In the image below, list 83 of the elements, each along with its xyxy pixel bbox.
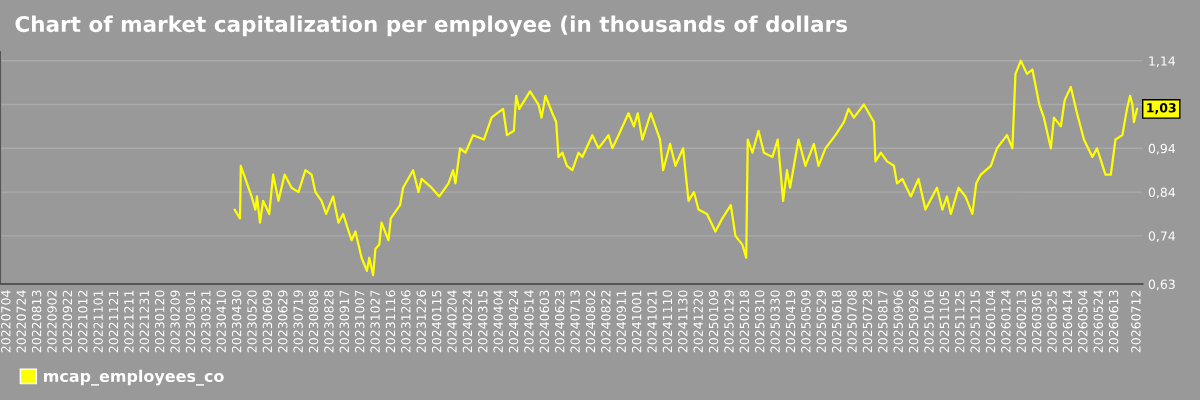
x-tick-label: 20240603: [539, 290, 550, 353]
x-tick-label: 20251215: [970, 290, 980, 353]
line-series: [233, 59, 1139, 277]
x-tick-label: 20260305: [1031, 290, 1042, 353]
x-tick-label: 20250419: [785, 290, 796, 353]
x-tick-label: 20251125: [955, 290, 965, 353]
x-tick-label: 20260213: [1016, 290, 1027, 353]
x-tick-label: 20220724: [16, 290, 26, 353]
x-tick-label: 20250529: [816, 290, 826, 353]
x-tick-label: 20250618: [831, 290, 842, 353]
x-tick-label: 20220922: [62, 290, 73, 353]
x-tick-label: 20220813: [31, 290, 42, 353]
x-tick-label: 20241001: [631, 290, 642, 353]
x-tick-label: 20230609: [262, 290, 273, 353]
x-tick-label: 20240404: [493, 290, 503, 353]
x-tick-label: 20260104: [985, 290, 996, 353]
x-tick-label: 20240115: [431, 290, 442, 353]
x-tick-label: 20240204: [447, 290, 457, 353]
x-tick-label: 20241110: [662, 290, 673, 353]
x-tick-label: 20240822: [601, 290, 611, 353]
x-tick-label: 20240623: [554, 290, 565, 353]
x-tick-label: 20241220: [693, 290, 703, 353]
x-tick-label: 20260524: [1093, 290, 1103, 353]
x-tick-label: 20240315: [478, 290, 488, 353]
y-tick-label: 0,74: [1148, 231, 1176, 243]
x-tick-label: 20231116: [385, 290, 396, 353]
x-tick-label: 20230209: [170, 290, 180, 353]
x-tick-label: 20230719: [293, 290, 303, 353]
x-tick-label: 20250817: [878, 290, 888, 353]
x-tick-label: 20241130: [678, 290, 688, 353]
x-tick-label: 20230808: [308, 290, 319, 353]
x-tick-label: 20230301: [185, 290, 196, 353]
x-tick-label: 20260504: [1078, 290, 1088, 353]
x-tick-label: 20250728: [862, 290, 873, 353]
chart-title: Chart of market capitalization per employee (in thousands of dollars: [15, 15, 847, 37]
x-tick-label: 20240802: [585, 290, 596, 353]
x-tick-label: 20260124: [1001, 290, 1011, 353]
x-tick-label: 20250129: [724, 290, 734, 353]
x-tick-label: 20260712: [1131, 290, 1141, 353]
x-tick-label: 20231007: [354, 290, 365, 353]
x-tick-label: 20240224: [462, 290, 473, 353]
x-tick-label: 20221211: [124, 290, 134, 353]
x-tick-label: 20241021: [647, 290, 657, 353]
y-tick-label: 0,94: [1148, 143, 1176, 155]
x-tick-label: 20231226: [416, 290, 426, 353]
x-tick-label: 20260613: [1108, 290, 1119, 353]
x-tick-label: 20221121: [108, 290, 119, 353]
x-tick-label: 20250708: [847, 290, 857, 353]
x-tick-label: 20250330: [770, 290, 780, 353]
x-tick-label: 20250310: [755, 290, 765, 353]
x-tick-label: 20260325: [1047, 290, 1057, 353]
x-tick-label: 20240713: [570, 290, 580, 353]
x-tick-label: 20221231: [139, 290, 150, 353]
x-tick-label: 20250509: [801, 290, 811, 353]
y-tick-label: 1,14: [1149, 56, 1176, 67]
x-tick-label: 20250926: [908, 290, 919, 353]
x-tick-label: 20230410: [216, 290, 226, 353]
x-tick-label: 20250906: [893, 290, 903, 353]
x-tick-label: 20221101: [93, 290, 103, 353]
x-tick-label: 20230120: [154, 290, 165, 353]
x-tick-label: 20220902: [47, 290, 57, 353]
y-tick-label: 0,84: [1148, 187, 1176, 199]
x-tick-label: 20260414: [1062, 290, 1073, 353]
x-tick-label: 20230828: [324, 290, 334, 353]
x-tick-label: 20220704: [1, 290, 11, 353]
x-tick-label: 20240911: [616, 290, 626, 353]
x-tick-label: 20230629: [278, 290, 288, 353]
x-tick-label: 20230321: [201, 290, 211, 353]
x-tick-label: 20251016: [924, 290, 934, 353]
legend-label: mcap_employees_co: [44, 369, 224, 386]
x-tick-label: 20230917: [339, 290, 350, 353]
x-tick-label: 20250109: [708, 290, 719, 353]
x-tick-label: 20230520: [247, 290, 257, 353]
x-tick-label: 20240424: [508, 290, 519, 353]
x-tick-label: 20251105: [939, 290, 950, 353]
x-tick-label: 20250218: [739, 290, 750, 353]
x-tick-label: 20230430: [231, 290, 242, 353]
x-tick-label: 20240514: [524, 290, 534, 353]
x-tick-label: 20231027: [370, 290, 380, 353]
annotation: 1,03: [1147, 103, 1176, 115]
y-tick-label: 0,63: [1148, 279, 1175, 291]
x-tick-label: 20221012: [78, 290, 88, 353]
x-tick-label: 20231206: [401, 290, 411, 353]
